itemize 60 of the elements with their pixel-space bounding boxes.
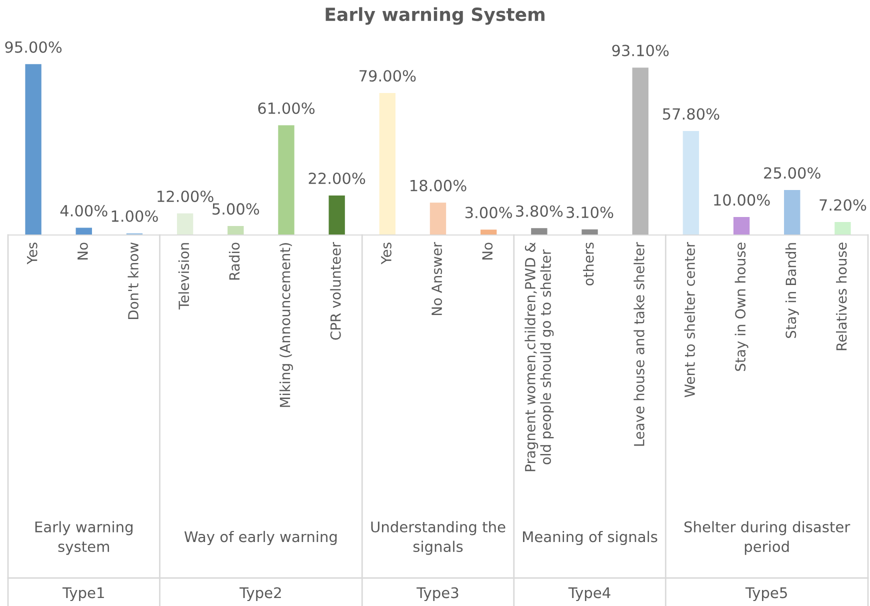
x-tick-label: Leave house and take shelter [634,242,644,446]
text: Type1 [62,587,104,602]
data-label: 10.00% [714,194,770,206]
bar [632,68,648,235]
x-tick-label: Pragnent women,children,PWD & old people should go to shelter [524,242,554,472]
data-label: 61.00% [258,102,315,114]
data-label: 4.00% [60,204,108,217]
bar [328,195,345,235]
x-tick-label: No [78,242,88,260]
bar [25,64,42,235]
data-label: 12.00% [158,190,214,202]
bar [784,190,800,235]
x-tick-label: Relatives house [836,242,847,350]
bar [733,217,750,235]
bar [228,226,244,235]
x-tick-label: No [482,242,493,260]
bar [379,92,396,235]
bar [531,228,548,235]
data-label: 5.00% [212,203,260,215]
data-label: 93.10% [612,44,669,56]
bar [278,125,294,235]
data-label: 25.00% [764,167,820,179]
bar [582,229,598,235]
data-label: 79.00% [360,70,416,82]
text: Early warning system [35,521,132,555]
x-tick-label: CPR volunteer [330,242,341,340]
text: Type4 [568,587,610,602]
x-tick-label: Miking (Announcement) [280,243,293,407]
bar [682,131,700,235]
x-tick-label: others [583,242,594,286]
chart-title: Early warning System [326,7,544,25]
data-label: 3.80% [516,205,563,217]
data-label: 57.80% [662,108,720,120]
bar [480,230,497,235]
data-label: 3.00% [465,206,512,218]
x-tick-label: Don't know [128,242,138,319]
x-tick-label: Went to shelter center [684,242,695,398]
text: Type3 [416,587,458,602]
data-label: 1.00% [112,210,158,222]
data-label: 18.00% [410,180,466,192]
bar [430,202,446,235]
text: Way of early warning [184,530,337,546]
text: Shelter during disaster period [684,521,850,555]
data-label: 22.00% [308,172,366,184]
data-label: 95.00% [5,41,62,53]
text: Understanding the signals [371,521,506,555]
x-tick-label: Radio [228,242,240,280]
x-tick-label: Television [178,243,190,310]
text: Type5 [745,587,787,602]
bar [834,222,851,235]
x-tick-label: Yes [381,242,392,264]
data-label: 3.10% [566,206,614,218]
x-tick-label: Stay in Own house [734,242,748,371]
text: Meaning of signals [523,530,658,546]
bar [176,213,194,235]
x-tick-label: Stay in Bandh [785,243,799,338]
x-tick-label: No Answer [432,242,442,316]
x-tick-label: Yes [27,242,38,264]
text: Type2 [240,587,281,602]
data-label: 7.20% [820,199,866,211]
